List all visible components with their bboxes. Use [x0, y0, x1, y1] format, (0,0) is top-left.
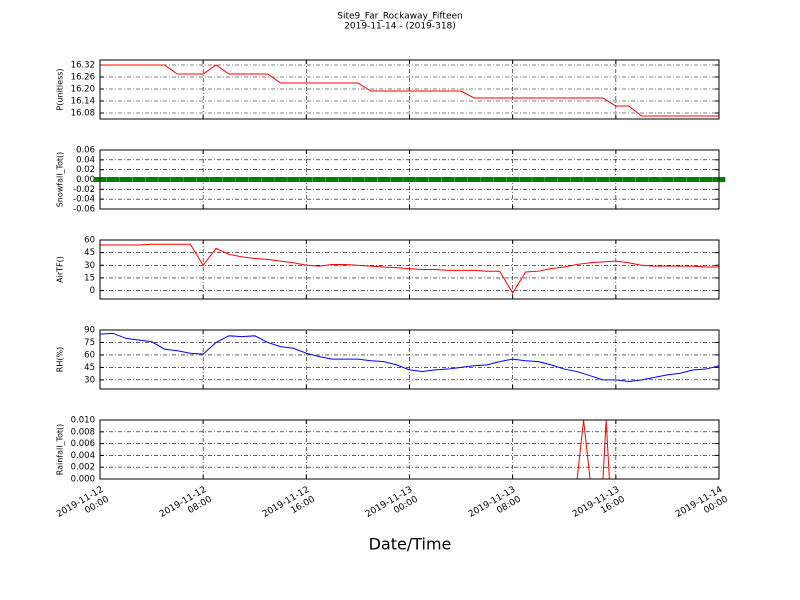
axes-frame: [99, 239, 720, 300]
data-point: [648, 177, 661, 182]
axes-frame: [99, 329, 720, 390]
data-point: [132, 177, 146, 182]
y-tick-label: 15: [84, 273, 95, 283]
y-tick-label: 60: [84, 236, 95, 246]
data-point: [158, 177, 171, 182]
y-tick-label: 0.06: [76, 146, 95, 156]
data-point: [545, 177, 558, 182]
data-point: [338, 177, 352, 182]
data-point: [300, 177, 313, 182]
data-point: [493, 177, 507, 182]
data-point: [261, 177, 274, 182]
y-tick-label: 45: [84, 248, 95, 258]
y-axis-label: P(unitless): [56, 68, 65, 110]
axes-frame: [99, 419, 720, 480]
data-point: [661, 177, 674, 182]
y-tick-label: 0.02: [76, 165, 95, 175]
y-axis-label: AirTF(): [56, 256, 65, 283]
data-point: [325, 177, 339, 182]
y-tick-label: 0.04: [76, 155, 95, 165]
y-tick-label: 75: [84, 338, 95, 348]
data-point: [532, 177, 545, 182]
data-point: [287, 177, 300, 182]
data-point: [119, 177, 133, 182]
y-tick-label: -0.06: [73, 205, 95, 215]
data-point: [364, 177, 378, 182]
y-tick-label: 0.002: [71, 463, 95, 473]
y-axis-label: Rainfall_Tot(): [56, 424, 65, 476]
data-line: [100, 64, 719, 117]
y-tick-label: 0.010: [71, 416, 95, 426]
y-tick-label: 0.008: [71, 427, 95, 437]
data-point: [377, 177, 391, 182]
data-point: [351, 177, 365, 182]
data-line: [100, 243, 719, 295]
y-tick-label: 45: [84, 363, 95, 373]
axes-frame: [99, 149, 720, 210]
y-tick-label: 30: [84, 375, 95, 385]
data-point: [454, 177, 468, 182]
chart-title: Site9_Far_Rockaway_Fifteen: [337, 12, 463, 22]
axes-frame: [99, 59, 720, 120]
data-point: [416, 177, 429, 182]
y-tick-label: 0.000: [71, 475, 95, 485]
data-point: [673, 177, 687, 182]
data-point: [519, 177, 532, 182]
data-point: [635, 177, 648, 182]
y-tick-label: 0.004: [71, 451, 95, 461]
y-tick-label: 16.08: [71, 109, 95, 119]
data-line: [99, 332, 720, 383]
data-point: [171, 177, 184, 182]
data-point: [403, 177, 416, 182]
y-tick-label: 30: [84, 261, 95, 271]
data-point: [583, 177, 597, 182]
data-point: [441, 177, 455, 182]
data-point: [209, 177, 223, 182]
y-axis-label: RH(%): [56, 347, 65, 372]
data-point: [390, 177, 403, 182]
y-tick-label: -0.02: [73, 185, 95, 195]
y-axis-label: Snowfall_Tot(): [56, 152, 65, 208]
y-tick-label: 16.26: [71, 73, 95, 83]
data-point: [183, 177, 197, 182]
y-tick-label: 0: [90, 286, 95, 296]
data-point: [467, 177, 481, 182]
data-point: [622, 177, 636, 182]
y-tick-label: 0.006: [71, 439, 95, 449]
data-point: [222, 177, 236, 182]
chart-subtitle: 2019-11-14 - (2019-318): [344, 22, 456, 32]
y-tick-label: 60: [84, 350, 95, 360]
y-tick-label: 0.00: [76, 175, 95, 185]
y-tick-label: 90: [84, 326, 95, 336]
data-point: [145, 177, 158, 182]
y-tick-label: 16.14: [71, 97, 95, 107]
data-point: [506, 177, 519, 182]
y-tick-label: 16.32: [71, 61, 95, 71]
data-point: [312, 177, 326, 182]
data-point: [686, 177, 700, 182]
data-point: [480, 177, 494, 182]
data-point: [428, 177, 442, 182]
data-point: [699, 177, 713, 182]
data-point: [235, 177, 249, 182]
data-point: [196, 177, 210, 182]
data-point: [106, 177, 120, 182]
data-point: [596, 177, 610, 182]
y-tick-label: -0.04: [73, 195, 95, 205]
data-point: [609, 177, 623, 182]
data-point: [248, 177, 262, 182]
data-point: [557, 177, 571, 182]
y-tick-label: 16.20: [71, 85, 95, 95]
x-axis-label: Date/Time: [369, 535, 452, 554]
data-point: [274, 177, 287, 182]
data-point: [570, 177, 584, 182]
